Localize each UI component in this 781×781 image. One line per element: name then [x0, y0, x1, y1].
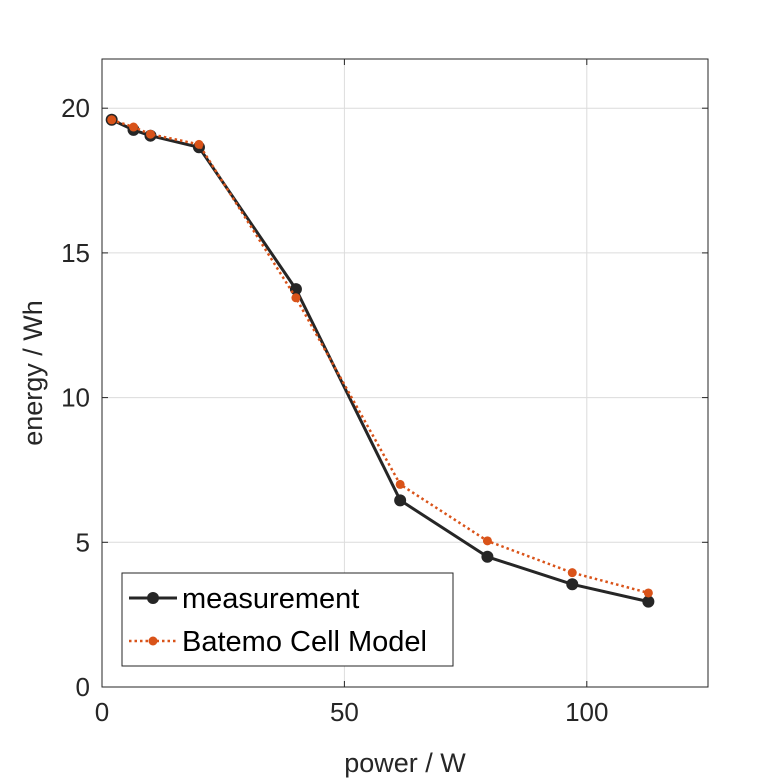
x-axis-label: power / W: [344, 748, 466, 778]
data-point-batemo-cell-model: [107, 115, 117, 125]
data-point-measurement: [481, 550, 494, 563]
data-point-batemo-cell-model: [145, 129, 155, 139]
y-tick-label: 0: [76, 672, 90, 702]
y-tick-label: 15: [61, 238, 90, 268]
y-axis-label: energy / Wh: [18, 300, 48, 446]
data-point-batemo-cell-model: [395, 479, 405, 489]
y-tick-label: 5: [76, 527, 90, 557]
data-point-batemo-cell-model: [291, 293, 301, 303]
data-point-measurement: [642, 595, 655, 608]
data-point-batemo-cell-model: [482, 536, 492, 546]
series-line-batemo-cell-model: [111, 118, 649, 595]
x-tick-label: 0: [95, 697, 109, 727]
data-point-measurement: [394, 494, 407, 507]
data-point-batemo-cell-model: [567, 568, 577, 578]
x-tick-label: 50: [330, 697, 359, 727]
x-tick-label: 100: [565, 697, 608, 727]
legend-measurement-marker: [147, 592, 159, 604]
legend-model-label: Batemo Cell Model: [182, 626, 427, 658]
legend-model-marker: [148, 636, 158, 646]
y-tick-label: 20: [61, 93, 90, 123]
series-layer: [105, 113, 655, 608]
series-line-measurement: [111, 118, 649, 604]
legend-box: [121, 572, 454, 667]
y-tick-label: 10: [61, 383, 90, 413]
plot-frame: [101, 58, 709, 688]
data-point-batemo-cell-model: [129, 122, 139, 132]
legend-measurement-label: measurement: [182, 583, 359, 615]
legend: measurement Batemo Cell Model: [121, 572, 454, 667]
data-point-measurement: [566, 578, 579, 591]
data-point-batemo-cell-model: [194, 139, 204, 149]
data-point-batemo-cell-model: [643, 588, 653, 598]
ticks-layer: 0 50 100 0 5 10 15 20: [61, 59, 708, 727]
